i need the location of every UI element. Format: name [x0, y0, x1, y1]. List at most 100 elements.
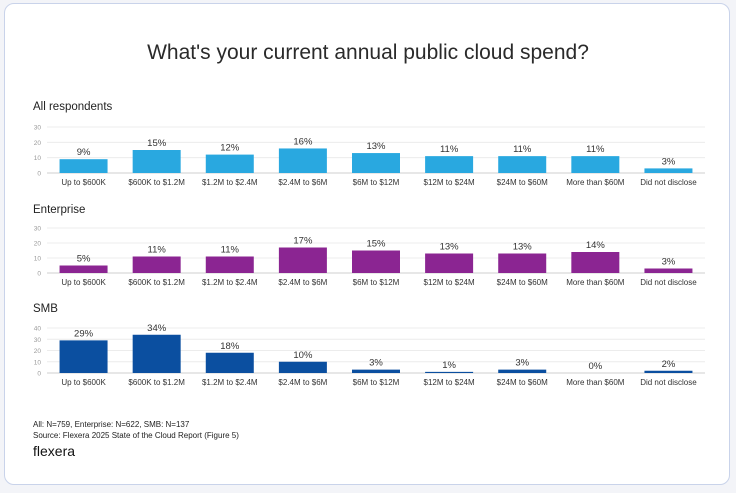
category-label: $1.2M to $2.4M — [202, 378, 258, 387]
category-label: $24M to $60M — [497, 178, 548, 187]
y-tick-label: 0 — [37, 271, 41, 278]
data-label: 11% — [148, 245, 167, 256]
bar — [571, 252, 620, 273]
y-tick-label: 0 — [37, 371, 41, 378]
category-label: $12M to $24M — [424, 178, 475, 187]
bar — [132, 256, 181, 273]
data-label: 29% — [74, 328, 94, 339]
data-label: 14% — [586, 240, 606, 251]
y-tick-label: 20 — [34, 140, 42, 147]
y-tick-label: 10 — [34, 359, 42, 366]
bar — [425, 156, 474, 173]
category-label: $1.2M to $2.4M — [202, 178, 258, 187]
bar — [571, 156, 620, 173]
category-label: More than $60M — [566, 278, 625, 287]
report-card — [4, 3, 730, 485]
bar — [278, 148, 327, 173]
bar — [425, 371, 474, 373]
category-label: Up to $600K — [61, 278, 106, 287]
data-label: 15% — [147, 138, 167, 149]
data-label: 2% — [662, 359, 676, 370]
bar — [205, 352, 254, 373]
data-label: 13% — [440, 242, 460, 253]
data-label: 15% — [366, 239, 386, 250]
source-note: Source: Flexera 2025 State of the Cloud … — [33, 431, 239, 440]
y-tick-label: 20 — [34, 348, 42, 355]
category-label: $600K to $1.2M — [128, 378, 185, 387]
data-label: 10% — [293, 350, 313, 361]
panel-title: Enterprise — [33, 204, 85, 216]
bar — [132, 150, 181, 173]
panel-title: SMB — [33, 303, 58, 315]
bar — [132, 334, 181, 373]
data-label: 0% — [588, 361, 602, 372]
data-label: 1% — [442, 360, 456, 371]
y-tick-label: 30 — [34, 226, 42, 233]
bar — [644, 168, 693, 173]
category-label: $2.4M to $6M — [278, 278, 327, 287]
sample-size-note: All: N=759, Enterprise: N=622, SMB: N=13… — [33, 420, 190, 429]
y-tick-label: 20 — [34, 241, 42, 248]
bar — [352, 250, 400, 273]
category-label: $6M to $12M — [353, 378, 400, 387]
category-label: More than $60M — [566, 378, 625, 387]
category-label: $12M to $24M — [424, 278, 475, 287]
bar — [644, 268, 693, 273]
data-label: 11% — [440, 144, 459, 155]
category-label: $2.4M to $6M — [278, 378, 327, 387]
category-label: $6M to $12M — [353, 178, 400, 187]
data-label: 9% — [77, 147, 91, 158]
data-label: 13% — [513, 242, 533, 253]
category-label: $600K to $1.2M — [128, 278, 185, 287]
data-label: 13% — [366, 141, 386, 152]
data-label: 18% — [220, 341, 240, 352]
category-label: More than $60M — [566, 178, 625, 187]
data-label: 17% — [293, 236, 313, 247]
chart-panel-1: All respondents 0 10 20 30 9% Up to $600K 15% $6… — [33, 101, 705, 187]
y-tick-label: 10 — [34, 256, 42, 263]
bar — [59, 340, 108, 373]
category-label: $24M to $60M — [497, 278, 548, 287]
category-label: Did not disclose — [640, 178, 697, 187]
data-label: 11% — [513, 144, 532, 155]
data-label: 3% — [369, 358, 383, 369]
bar — [644, 370, 693, 373]
data-label: 16% — [293, 136, 313, 147]
data-label: 3% — [515, 358, 529, 369]
category-label: Did not disclose — [640, 278, 697, 287]
category-label: Up to $600K — [61, 178, 106, 187]
bar — [352, 153, 400, 173]
y-tick-label: 10 — [34, 155, 42, 162]
category-label: Up to $600K — [61, 378, 106, 387]
data-label: 12% — [220, 143, 240, 154]
data-label: 3% — [662, 257, 676, 268]
bar — [352, 369, 400, 373]
bar — [59, 159, 108, 173]
bar — [278, 247, 327, 273]
flexera-logo: flexera — [33, 443, 76, 459]
chart-panel-2: Enterprise 0 10 20 30 5% Up to $600K 11% $600K t… — [33, 204, 705, 287]
y-tick-label: 30 — [34, 337, 42, 344]
category-label: $12M to $24M — [424, 378, 475, 387]
data-label: 11% — [586, 144, 605, 155]
category-label: $2.4M to $6M — [278, 178, 327, 187]
data-label: 5% — [77, 254, 91, 265]
y-tick-label: 0 — [37, 171, 41, 178]
y-tick-label: 30 — [34, 125, 42, 132]
category-label: $6M to $12M — [353, 278, 400, 287]
bar — [498, 369, 547, 373]
bar — [498, 156, 547, 173]
y-tick-label: 40 — [34, 326, 42, 333]
bar — [425, 253, 474, 273]
category-label: $600K to $1.2M — [128, 178, 185, 187]
category-label: $1.2M to $2.4M — [202, 278, 258, 287]
bar — [498, 253, 547, 273]
panel-title: All respondents — [33, 101, 113, 113]
bar — [205, 256, 254, 273]
chart-panel-3: SMB 0 10 20 30 40 29% Up to $600K 34% $600K to $1… — [33, 303, 705, 387]
data-label: 3% — [662, 156, 676, 167]
bar — [205, 154, 254, 173]
bar — [59, 265, 108, 273]
category-label: $24M to $60M — [497, 378, 548, 387]
